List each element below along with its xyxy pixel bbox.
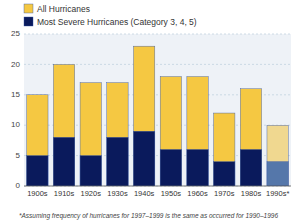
bar [214, 162, 235, 186]
y-tick-label: 10 [11, 120, 20, 129]
chart: 0 5 10 15 20 25 1900s 1910s 1920s 1930s 1940s 1950s… [0, 0, 297, 222]
legend-label: Most Severe Hurricanes (Category 3, 4, 5… [37, 17, 197, 27]
x-tick-label: 1980s [241, 189, 262, 198]
legend-label: All Hurricanes [37, 4, 90, 14]
bar [107, 83, 128, 186]
y-tick-label: 0 [16, 181, 21, 190]
bar [133, 131, 154, 186]
bar [214, 113, 235, 186]
bars [27, 46, 289, 186]
legend-swatch [24, 17, 33, 26]
x-tick-label: 1970s [214, 189, 235, 198]
y-tick-label: 5 [16, 151, 21, 160]
bar [107, 137, 128, 186]
plot-area [24, 34, 291, 186]
bar [267, 162, 288, 186]
bar [160, 150, 181, 186]
bar [133, 46, 154, 186]
x-tick-label: 1900s [27, 189, 48, 198]
bar [53, 137, 74, 186]
x-tick-label: 1930s [107, 189, 128, 198]
grid-line [24, 186, 291, 187]
x-tick-label: 1920s [81, 189, 102, 198]
bar [240, 150, 261, 186]
bar [27, 95, 48, 186]
x-axis-line [24, 186, 291, 187]
bar [53, 64, 74, 186]
bar [80, 156, 101, 186]
bar [240, 89, 261, 186]
bar [267, 125, 288, 186]
bar [160, 77, 181, 186]
bar [80, 83, 101, 186]
bar [187, 150, 208, 186]
bar [27, 156, 48, 186]
y-tick-label: 20 [11, 60, 20, 69]
x-tick-label: 1940s [134, 189, 155, 198]
legend-swatch [24, 4, 33, 13]
y-tick-label: 15 [11, 90, 20, 99]
x-tick-label: 1950s [161, 189, 182, 198]
y-tick-label: 25 [11, 29, 20, 38]
grid-line [24, 34, 291, 35]
x-tick-label: 1910s [54, 189, 75, 198]
bar [187, 77, 208, 186]
x-tick-label: 1960s [187, 189, 208, 198]
x-tick-label: 1990s* [266, 189, 289, 198]
footnote: *Assuming frequency of hurricanes for 19… [19, 212, 278, 220]
